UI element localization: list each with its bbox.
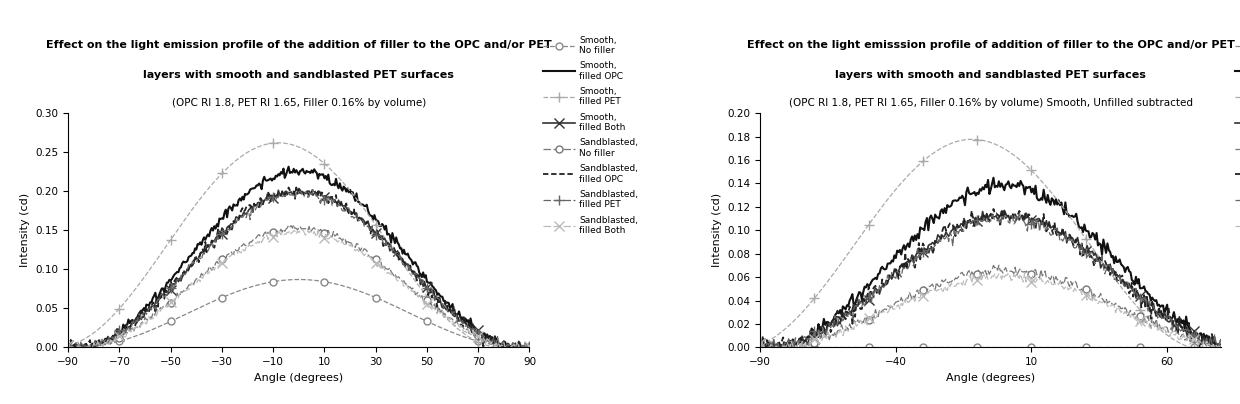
Y-axis label: Intensity (cd): Intensity (cd)	[712, 193, 722, 267]
Y-axis label: Intensity (cd): Intensity (cd)	[20, 193, 30, 267]
Text: (OPC RI 1.8, PET RI 1.65, Filler 0.16% by volume): (OPC RI 1.8, PET RI 1.65, Filler 0.16% b…	[171, 99, 427, 108]
Text: Effect on the light emission profile of the addition of filler to the OPC and/or: Effect on the light emission profile of …	[46, 40, 552, 50]
Text: (OPC RI 1.8, PET RI 1.65, Filler 0.16% by volume) Smooth, Unfilled subtracted: (OPC RI 1.8, PET RI 1.65, Filler 0.16% b…	[789, 99, 1193, 108]
Text: layers with smooth and sandblasted PET surfaces: layers with smooth and sandblasted PET s…	[836, 70, 1146, 80]
Legend: Smooth,
No filler, Smooth,
filled OPC, Smooth,
filled PET, Smooth,
filled Both, : Smooth, No filler, Smooth, filled OPC, S…	[1235, 36, 1240, 235]
X-axis label: Angle (degrees): Angle (degrees)	[946, 373, 1035, 383]
Text: Effect on the light emisssion profile of addition of filler to the OPC and/or PE: Effect on the light emisssion profile of…	[746, 40, 1235, 50]
X-axis label: Angle (degrees): Angle (degrees)	[254, 373, 343, 383]
Legend: Smooth,
No filler, Smooth,
filled OPC, Smooth,
filled PET, Smooth,
filled Both, : Smooth, No filler, Smooth, filled OPC, S…	[543, 36, 639, 235]
Text: layers with smooth and sandblasted PET surfaces: layers with smooth and sandblasted PET s…	[144, 70, 454, 80]
